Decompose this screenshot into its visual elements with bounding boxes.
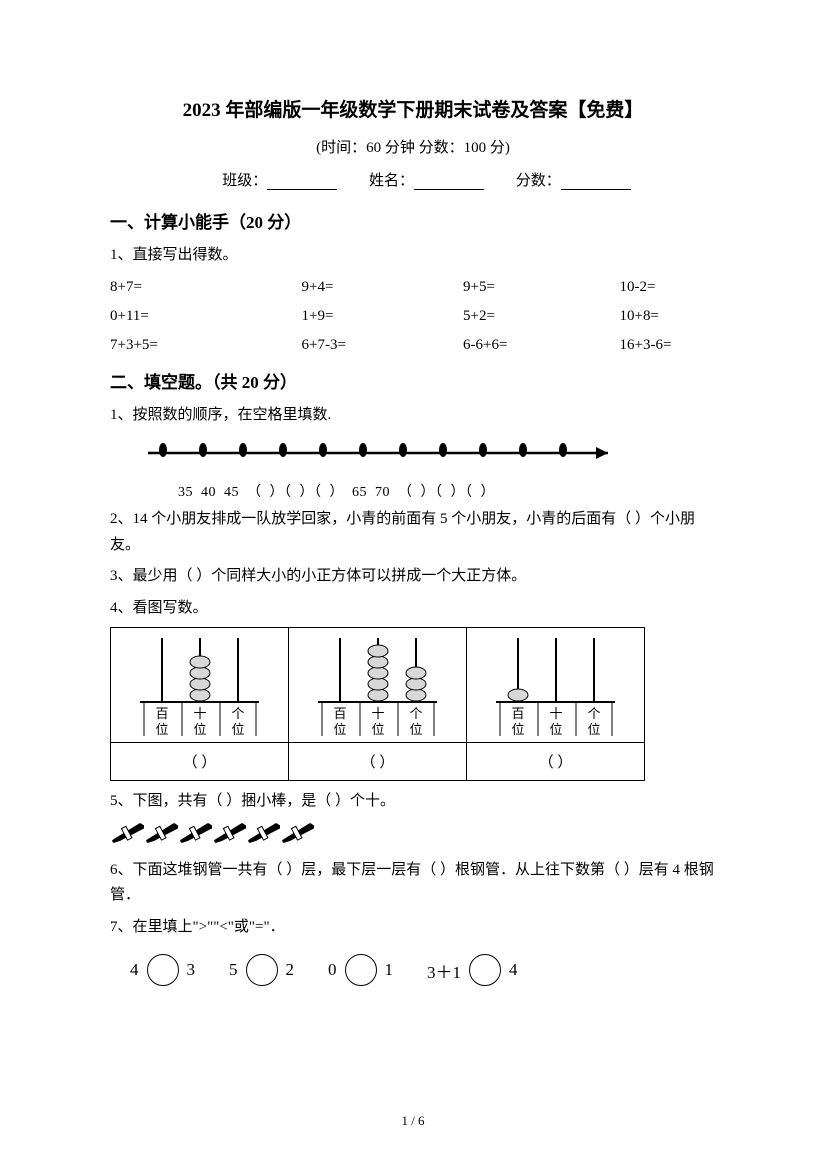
comparison-row: 4352013＋14 (130, 954, 716, 986)
bundle-icon (212, 821, 246, 845)
svg-text:位: 位 (587, 722, 600, 737)
numberline-labels: 35 40 45 （ ）（ ）（ ） 65 70 （ ）（ ）（ ） (178, 481, 716, 501)
calc-item: 5+2= (413, 308, 565, 325)
comp-left: 3＋1 (427, 958, 461, 983)
s2-q7-label: 7、在里填上">""<"或"="． (110, 915, 716, 941)
calc-item: 10-2= (565, 279, 717, 296)
name-blank[interactable] (414, 174, 484, 190)
s2-q6: 6、下面这堆钢管一共有（ ）层，最下层一层有（ ）根钢管．从上往下数第（ ）层有… (110, 858, 716, 909)
calc-item: 0+11= (110, 308, 262, 325)
calc-item: 6-6+6= (413, 337, 565, 354)
calc-item: 9+5= (413, 279, 565, 296)
abacus-answer-1[interactable]: （ ） (111, 743, 289, 781)
abacus-icon: 百位十位个位 (300, 630, 455, 738)
svg-text:百: 百 (511, 706, 524, 721)
calc-item: 6+7-3= (262, 337, 414, 354)
bundles (110, 821, 716, 850)
bundle-icon (178, 821, 212, 845)
s2-q2: 2、14 个小朋友排成一队放学回家，小青的前面有 5 个小朋友，小青的后面有（ … (110, 507, 716, 558)
bundle-icon (110, 821, 144, 845)
comparison-item: 52 (229, 954, 294, 986)
class-blank[interactable] (267, 174, 337, 190)
svg-text:位: 位 (193, 722, 206, 737)
comp-left: 4 (130, 960, 139, 980)
q1-label: 1、直接写出得数。 (110, 243, 716, 269)
comparison-item: 3＋1 4 (427, 954, 518, 986)
svg-text:位: 位 (155, 722, 168, 737)
comp-left: 0 (328, 960, 337, 980)
comp-right: 2 (286, 960, 295, 980)
abacus-table: 百位十位个位百位十位个位百位十位个位 （ ） （ ） （ ） (110, 627, 645, 781)
calc-item: 1+9= (262, 308, 414, 325)
page-title: 2023 年部编版一年级数学下册期末试卷及答案【免费】 (110, 95, 716, 122)
comparison-item: 01 (328, 954, 393, 986)
calc-item: 8+7= (110, 279, 262, 296)
calc-item: 7+3+5= (110, 337, 262, 354)
abacus-cell: 百位十位个位 (111, 628, 289, 743)
section2-heading: 二、填空题。（共 20 分） (110, 368, 716, 393)
abacus-answer-2[interactable]: （ ） (289, 743, 467, 781)
abacus-cell: 百位十位个位 (289, 628, 467, 743)
info-line: 班级： 姓名： 分数： (110, 169, 716, 190)
s2-q5: 5、下图，共有（ ）捆小棒，是（ ）个十。 (110, 789, 716, 815)
comp-right: 1 (385, 960, 394, 980)
subtitle: (时间：60 分钟 分数：100 分) (110, 136, 716, 157)
s2-q4-label: 4、看图写数。 (110, 596, 716, 622)
calc-grid: 8+7=9+4=9+5=10-2= 0+11=1+9=5+2=10+8= 7+3+5… (110, 279, 716, 354)
calc-item: 10+8= (565, 308, 717, 325)
svg-text:个: 个 (409, 706, 422, 721)
svg-text:十: 十 (549, 706, 562, 721)
abacus-icon: 百位十位个位 (478, 630, 633, 738)
section1-heading: 一、计算小能手（20 分） (110, 208, 716, 233)
score-blank[interactable] (561, 174, 631, 190)
svg-text:位: 位 (549, 722, 562, 737)
comp-left: 5 (229, 960, 238, 980)
s2-q1-label: 1、按照数的顺序，在空格里填数. (110, 403, 716, 429)
svg-text:位: 位 (333, 722, 346, 737)
comp-right: 4 (509, 960, 518, 980)
class-label: 班级： (222, 173, 267, 189)
comp-circle[interactable] (345, 954, 377, 986)
svg-text:位: 位 (371, 722, 384, 737)
svg-text:个: 个 (231, 706, 244, 721)
abacus-answer-3[interactable]: （ ） (467, 743, 645, 781)
svg-text:十: 十 (193, 706, 206, 721)
calc-item: 9+4= (262, 279, 414, 296)
svg-text:位: 位 (511, 722, 524, 737)
svg-text:位: 位 (231, 722, 244, 737)
comp-circle[interactable] (147, 954, 179, 986)
bundle-icon (246, 821, 280, 845)
comparison-item: 43 (130, 954, 195, 986)
comp-circle[interactable] (469, 954, 501, 986)
comp-circle[interactable] (246, 954, 278, 986)
svg-text:百: 百 (333, 706, 346, 721)
s2-q3: 3、最少用（ ）个同样大小的小正方体可以拼成一个大正方体。 (110, 564, 716, 590)
comp-right: 3 (187, 960, 196, 980)
page-number: 1 / 6 (0, 1113, 826, 1129)
bundle-icon (280, 821, 314, 845)
bundle-icon (144, 821, 178, 845)
numberline-svg (138, 438, 628, 468)
calc-item: 16+3-6= (565, 337, 717, 354)
name-label: 姓名： (369, 173, 414, 189)
score-label: 分数： (516, 173, 561, 189)
svg-text:十: 十 (371, 706, 384, 721)
abacus-cell: 百位十位个位 (467, 628, 645, 743)
svg-text:个: 个 (587, 706, 600, 721)
abacus-icon: 百位十位个位 (122, 630, 277, 738)
svg-text:位: 位 (409, 722, 422, 737)
numberline: 35 40 45 （ ）（ ）（ ） 65 70 （ ）（ ）（ ） (138, 438, 716, 501)
svg-text:百: 百 (155, 706, 168, 721)
